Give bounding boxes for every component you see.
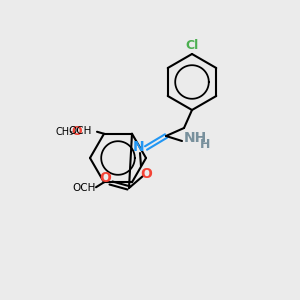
Text: NH: NH: [184, 131, 207, 145]
Text: N: N: [133, 140, 145, 154]
Text: H: H: [200, 139, 210, 152]
Text: OCH: OCH: [68, 126, 92, 136]
Text: O: O: [71, 125, 82, 138]
Text: O: O: [140, 167, 152, 181]
Text: CH₃: CH₃: [56, 127, 74, 137]
Text: OCH: OCH: [72, 183, 96, 193]
Text: O: O: [99, 171, 111, 185]
Text: Cl: Cl: [185, 39, 199, 52]
